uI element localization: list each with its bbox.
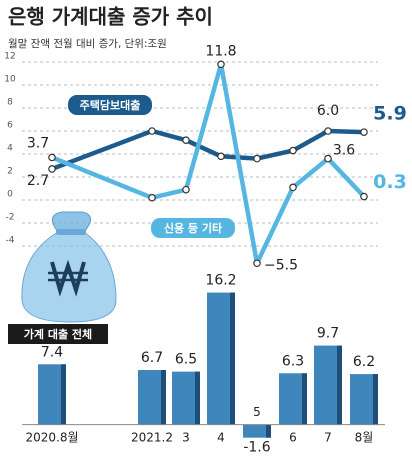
point [289,146,297,155]
value-label: 3.7 [27,135,49,151]
chart-title-box [8,324,108,344]
value-label: 6.0 [317,103,339,119]
y-tick-label: 6 [7,121,13,131]
legend-box [151,218,235,238]
value-label: 6.3 [282,353,304,369]
bar-side [302,373,307,425]
series-line [51,128,365,172]
bar-side [61,364,66,425]
point [217,152,225,161]
value-label: -1.6 [243,440,270,456]
point [324,127,332,135]
value-label: 11.8 [205,43,236,59]
point [182,136,190,145]
value-label: 5.9 [373,103,407,125]
x-tick-label: 5 [253,405,261,419]
bar [243,424,271,438]
y-tick-label: 8 [7,98,13,108]
point [360,192,368,201]
y-tick-label: 12 [4,52,15,62]
value-label: 9.7 [317,326,339,342]
money-bag-icon [21,211,117,323]
x-tick-label: 4 [217,431,225,445]
bar-side [195,371,200,425]
point [324,154,332,163]
bar-side [161,370,166,425]
y-tick-label: 0 [7,190,13,200]
point [48,153,56,162]
value-label: 7.4 [41,344,63,360]
x-tick-label: 2020.8월 [25,431,78,445]
bar-side [373,374,378,425]
point [148,127,156,135]
point [253,259,261,268]
bar-side [337,345,342,425]
x-tick-label: 8월 [355,431,374,445]
y-tick-label: 10 [4,75,16,85]
value-label: 16.2 [205,273,236,289]
y-tick-label: 2 [7,167,13,177]
x-tick-label: 6 [289,431,297,445]
point [217,60,225,69]
value-label: 2.7 [27,173,49,189]
legend-label: 주택담보대출 [80,98,141,112]
value-label: −5.5 [264,257,298,273]
legend-box [68,95,152,115]
legend-label: 신용 등 기타 [164,221,223,235]
x-tick-label: 2021.2 [131,431,173,445]
x-tick-label: 7 [324,431,332,445]
point [148,193,156,202]
bar-side [230,292,235,425]
y-tick-label: -4 [6,236,15,246]
title: 은행 가계대출 증가 추이 [8,5,213,29]
y-tick-label: 4 [7,144,13,154]
value-label: 0.3 [373,171,407,193]
point [289,183,297,192]
subtitle: 월말 잔액 전월 대비 증가, 단위:조원 [8,37,167,50]
point [182,185,190,194]
point [360,128,368,136]
value-label: 3.6 [333,143,355,159]
chart-title: 가계 대출 전체 [24,327,92,341]
value-label: 6.7 [141,350,163,366]
y-tick-label: -2 [6,213,15,223]
x-tick-label: 3 [182,431,190,445]
bar-side [266,424,271,438]
value-label: 6.5 [175,352,197,368]
series-line [51,62,366,266]
point [48,165,56,173]
point [253,154,261,163]
value-label: 6.2 [353,354,375,370]
